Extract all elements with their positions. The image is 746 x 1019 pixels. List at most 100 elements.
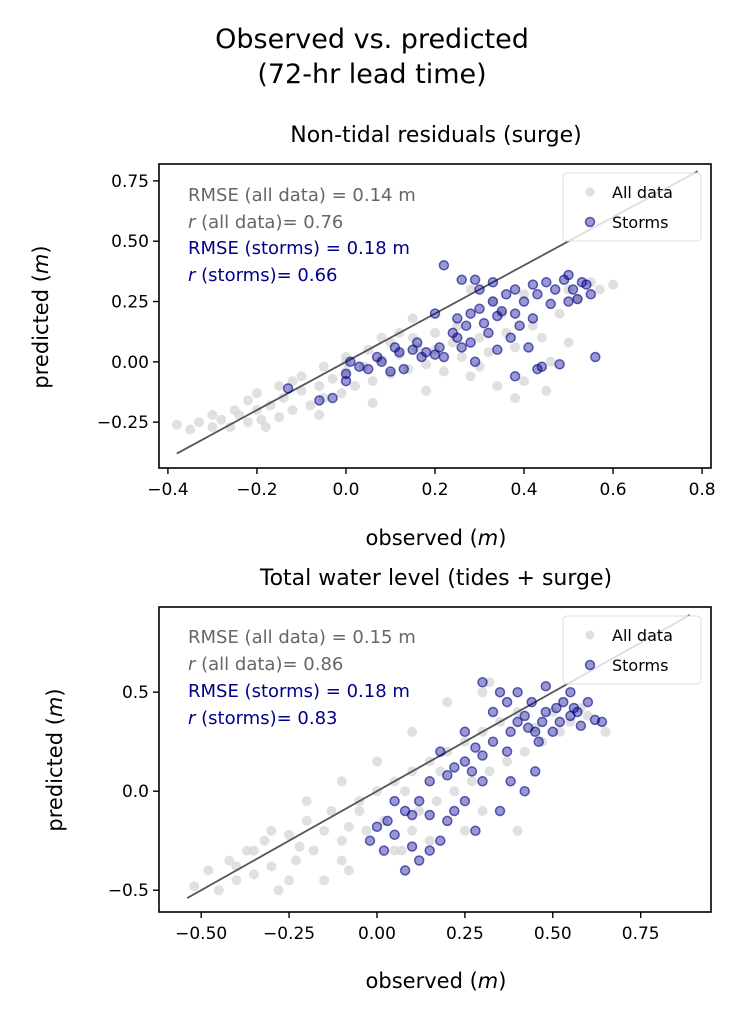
total-storm-point xyxy=(413,795,425,807)
surge-storm-point xyxy=(411,337,423,348)
total-storm-point xyxy=(477,776,488,787)
surge-storm-point xyxy=(505,332,516,343)
surge-y-tick-label: 0.50 xyxy=(111,232,149,252)
total-storm-point xyxy=(558,696,569,708)
surge-all-data-point xyxy=(225,422,236,432)
total-all-data-point xyxy=(343,821,354,832)
total-all-data-point xyxy=(407,726,418,737)
total-all-data-point xyxy=(336,835,347,846)
total-x-tick-label: −0.50 xyxy=(175,924,227,944)
surge-all-data-point xyxy=(608,279,619,290)
total-storm-point xyxy=(435,835,446,846)
surge-storm-point xyxy=(282,383,294,394)
total-storm-point xyxy=(466,766,478,777)
surge-all-data-point xyxy=(510,342,521,353)
total-all-data-point xyxy=(336,776,347,787)
surge-storm-point xyxy=(527,313,539,324)
total-x-tick-label: −0.25 xyxy=(263,924,315,944)
total-storm-point xyxy=(512,686,523,698)
surge-storm-point xyxy=(327,392,338,404)
surge-storm-point xyxy=(509,308,521,319)
surge-storm-point xyxy=(474,284,485,295)
surge-storm-point xyxy=(407,344,418,356)
total-storm-point xyxy=(547,726,559,738)
total-all-data-point xyxy=(291,855,302,866)
total-storm-point xyxy=(529,766,541,777)
surge-storm-point xyxy=(545,298,556,310)
surge-legend-frame xyxy=(562,172,702,242)
surge-y-tick-label: 0.25 xyxy=(111,293,149,313)
total-legend-storm-label: Storms xyxy=(612,656,668,675)
total-storm-point xyxy=(536,716,548,728)
total-storm-point xyxy=(575,720,587,732)
total-all-data-point xyxy=(203,865,214,876)
surge-storm-point xyxy=(314,395,325,406)
surge-panel: Non-tidal residuals (surge) −0.4 −0.2 0.0 0… xyxy=(29,123,716,550)
total-storm-point xyxy=(494,805,506,817)
total-y-tick-label: −0.5 xyxy=(108,881,149,901)
surge-storm-r: r (storms)= 0.66 xyxy=(188,265,338,286)
total-storm-point xyxy=(487,736,499,747)
figure-title-line1: Observed vs. predicted xyxy=(215,24,529,55)
surge-storm-point xyxy=(563,296,574,307)
total-all-rmse: RMSE (all data) = 0.15 m xyxy=(188,627,416,648)
total-storm-point xyxy=(382,815,393,827)
surge-all-data-point xyxy=(421,385,432,396)
surge-storm-point xyxy=(434,342,445,353)
surge-storm-point xyxy=(518,296,530,307)
surge-all-data-point xyxy=(296,371,307,382)
total-all-data-point xyxy=(266,861,277,872)
total-all-data-point xyxy=(336,855,347,866)
figure-title-line2: (72-hr lead time) xyxy=(257,59,486,90)
total-all-data-point xyxy=(361,825,372,836)
total-storm-point xyxy=(519,710,530,722)
surge-all-data-point xyxy=(251,388,262,399)
surge-all-data-point xyxy=(385,368,396,379)
total-all-data-point xyxy=(284,829,295,840)
total-storm-point xyxy=(399,805,411,817)
total-all-data-point xyxy=(241,845,252,856)
total-all-data-point xyxy=(537,736,548,747)
surge-all-data-point xyxy=(407,332,418,343)
surge-storm-point xyxy=(340,375,352,387)
total-all-data-point xyxy=(477,806,488,816)
total-all-data-point xyxy=(466,776,477,787)
surge-x-tick-label: 0.4 xyxy=(511,480,538,500)
surge-all-data-point xyxy=(260,422,271,432)
surge-storm-point xyxy=(590,351,601,363)
surge-storm-point xyxy=(532,289,543,300)
surge-all-data-point xyxy=(207,422,218,432)
surge-storm-point xyxy=(438,260,450,271)
total-all-data-point xyxy=(600,726,611,737)
surge-all-data-point xyxy=(430,327,440,338)
surge-plot-area: −0.4 −0.2 0.0 0.2 0.4 0.6 0.8 −0.25 0.00 0.25 0.50… xyxy=(97,163,716,500)
total-x-tick-label: 0.50 xyxy=(534,924,572,944)
surge-all-data-point xyxy=(456,352,467,362)
surge-all-data-point xyxy=(407,313,418,324)
total-all-data-point xyxy=(502,756,513,767)
surge-all-data-point xyxy=(318,361,329,372)
surge-all-data-point xyxy=(465,371,476,382)
total-all-data-point xyxy=(266,825,277,836)
surge-all-data-point xyxy=(474,332,485,343)
surge-all-data-point xyxy=(305,400,316,411)
surge-stats-annotation: RMSE (all data) = 0.14 m r (all data)= 0… xyxy=(188,185,416,286)
surge-storm-point xyxy=(385,366,396,377)
surge-all-data-point xyxy=(216,414,227,425)
surge-x-tick-label: 0.2 xyxy=(421,480,448,500)
surge-storm-point xyxy=(487,296,499,307)
total-storm-point xyxy=(449,805,460,817)
total-storm-point xyxy=(551,702,562,714)
total-storm-point xyxy=(371,821,383,833)
total-all-data-point xyxy=(213,885,224,896)
surge-storm-point xyxy=(465,337,476,348)
total-storm-point xyxy=(449,762,460,773)
surge-storm-point xyxy=(354,361,365,372)
total-all-data-point xyxy=(231,875,242,886)
surge-all-data-point xyxy=(554,308,565,319)
total-storm-point xyxy=(477,677,488,688)
surge-y-tick-label: −0.25 xyxy=(97,413,149,433)
surge-storm-point xyxy=(514,320,525,331)
surge-all-data-point xyxy=(243,395,253,406)
